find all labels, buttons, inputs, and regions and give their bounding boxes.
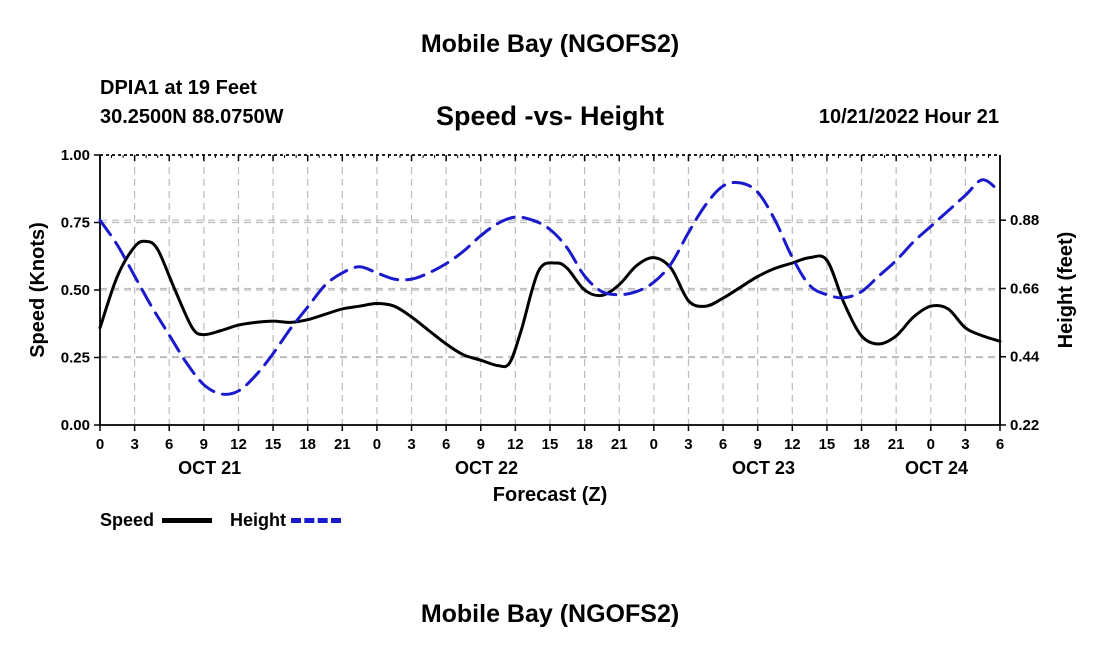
x-tick-label: 18 xyxy=(299,436,316,453)
chart-axes: 0 3 6 9 12 15 18 21 0 3 6 9 12 15 18 21 0 3 6 9 12 15 18 21 0 3 60… xyxy=(61,147,1040,478)
x-tick-label: 3 xyxy=(130,436,138,453)
station-label: DPIA1 at 19 Feet xyxy=(100,77,257,99)
x-date-label: OCT 24 xyxy=(905,458,968,478)
x-tick-label: 6 xyxy=(719,436,727,453)
y-axis-left-label: Speed (Knots) xyxy=(27,222,49,358)
y-left-tick-label: 0.50 xyxy=(61,282,90,299)
y-left-tick-label: 1.00 xyxy=(61,147,90,164)
x-tick-label: 21 xyxy=(611,436,628,453)
x-tick-label: 15 xyxy=(819,436,836,453)
legend-height-label: Height xyxy=(230,510,286,530)
legend-speed-swatch xyxy=(162,518,212,523)
x-tick-label: 6 xyxy=(165,436,173,453)
x-tick-label: 9 xyxy=(477,436,485,453)
x-date-label: OCT 23 xyxy=(732,458,795,478)
y-right-tick-label: 0.88 xyxy=(1010,212,1039,229)
y-right-tick-label: 0.66 xyxy=(1010,280,1039,297)
x-tick-label: 0 xyxy=(650,436,658,453)
chart-subtitle: Speed -vs- Height xyxy=(435,101,665,131)
x-tick-label: 3 xyxy=(407,436,415,453)
speed-series-line xyxy=(98,239,1002,369)
y-axis-right-label: Height (feet) xyxy=(1055,232,1077,349)
x-tick-label: 0 xyxy=(373,436,381,453)
x-date-label: OCT 21 xyxy=(178,458,241,478)
x-axis-label: Forecast (Z) xyxy=(493,484,607,506)
x-tick-label: 9 xyxy=(200,436,208,453)
y-right-tick-label: 0.22 xyxy=(1010,417,1039,434)
y-right-tick-label: 0.44 xyxy=(1010,349,1040,366)
x-tick-label: 12 xyxy=(507,436,524,453)
x-tick-label: 0 xyxy=(96,436,104,453)
forecast-datetime: 10/21/2022 Hour 21 xyxy=(818,106,999,128)
x-tick-label: 12 xyxy=(230,436,247,453)
x-tick-label: 15 xyxy=(265,436,282,453)
x-tick-label: 21 xyxy=(888,436,905,453)
height-series-line xyxy=(98,178,1002,396)
x-tick-label: 6 xyxy=(996,436,1004,453)
legend-height-swatch xyxy=(291,518,341,523)
x-tick-label: 0 xyxy=(927,436,935,453)
x-tick-label: 18 xyxy=(853,436,870,453)
x-tick-label: 9 xyxy=(754,436,762,453)
x-tick-label: 6 xyxy=(442,436,450,453)
x-tick-label: 21 xyxy=(334,436,351,453)
y-left-tick-label: 0.75 xyxy=(61,215,90,232)
page-title-repeat: Mobile Bay (NGOFS2) xyxy=(420,600,680,628)
x-tick-label: 18 xyxy=(576,436,593,453)
y-left-tick-label: 0.25 xyxy=(61,350,90,367)
x-tick-label: 3 xyxy=(684,436,692,453)
x-tick-label: 15 xyxy=(542,436,559,453)
station-coordinates: 30.2500N 88.0750W xyxy=(100,106,284,128)
x-date-label: OCT 22 xyxy=(455,458,518,478)
page-title: Mobile Bay (NGOFS2) xyxy=(420,30,680,58)
chart-series xyxy=(98,178,1002,396)
legend-speed-label: Speed xyxy=(100,510,155,530)
y-left-tick-label: 0.00 xyxy=(61,417,90,434)
x-tick-label: 12 xyxy=(784,436,801,453)
x-tick-label: 3 xyxy=(961,436,969,453)
